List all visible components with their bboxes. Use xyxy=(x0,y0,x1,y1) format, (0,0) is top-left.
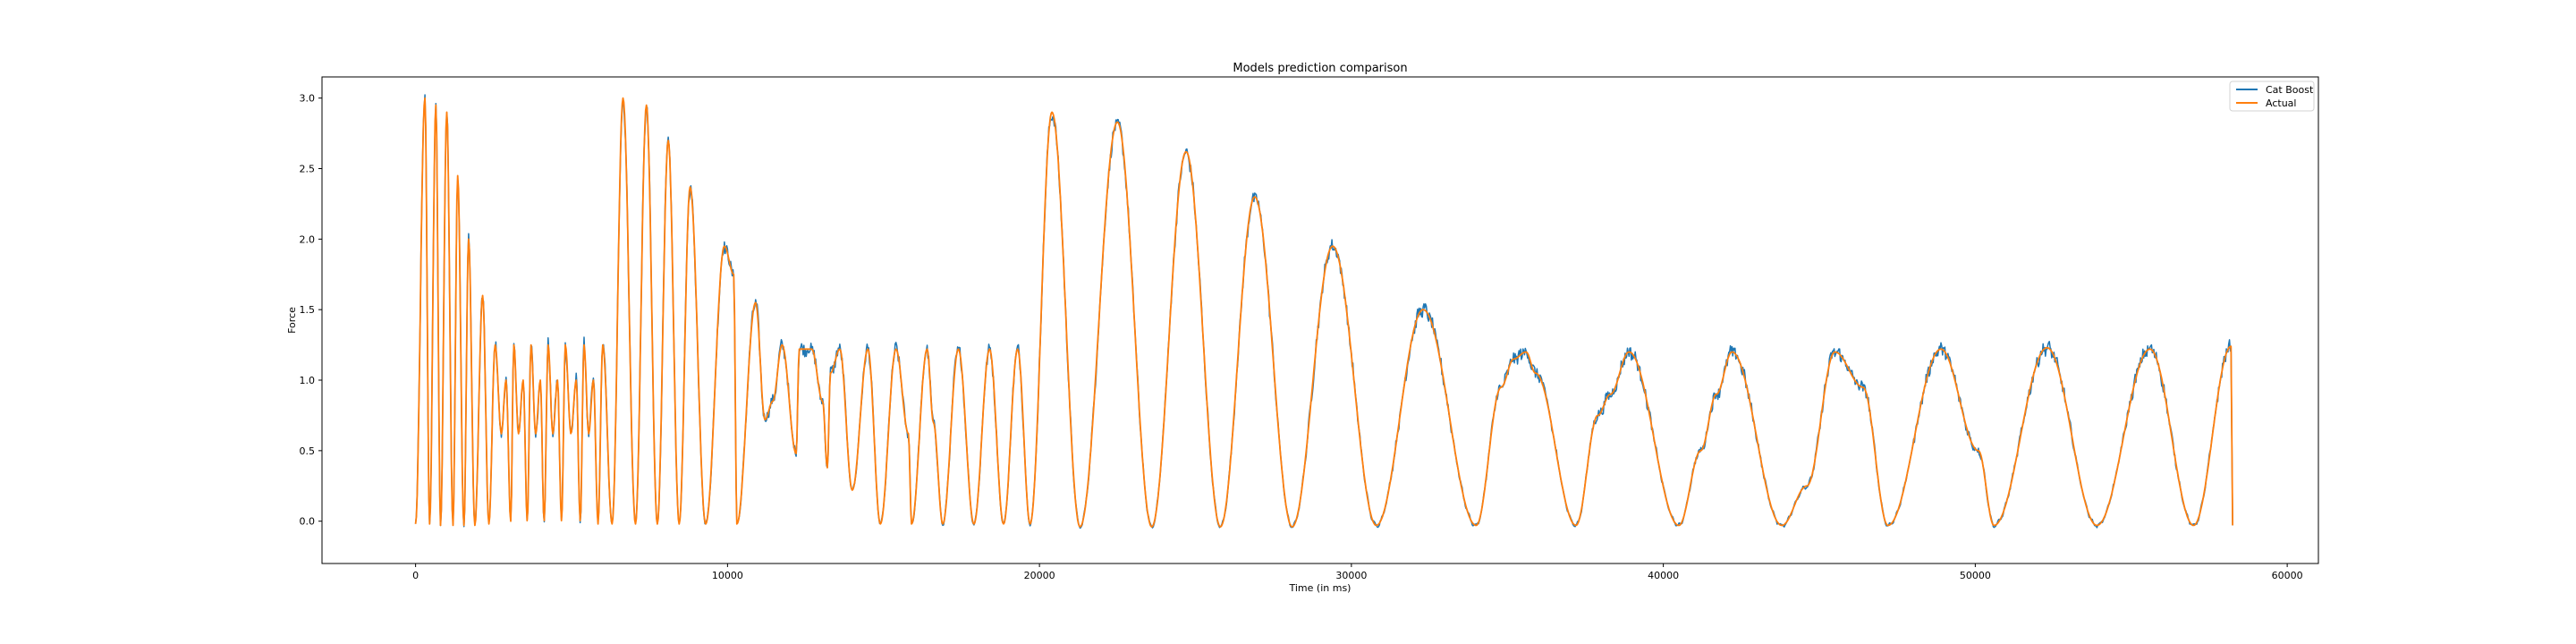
legend: Cat Boost Actual xyxy=(2229,80,2315,112)
x-tick-label: 30000 xyxy=(1335,570,1367,581)
x-tick-label: 10000 xyxy=(712,570,743,581)
x-tick-label: 20000 xyxy=(1024,570,1055,581)
series-line-actual xyxy=(414,97,2233,528)
y-tick-label: 0.5 xyxy=(300,445,316,457)
y-tick-label: 3.0 xyxy=(300,93,316,105)
y-axis-label: Force xyxy=(286,307,298,334)
y-tick-label: 1.0 xyxy=(300,375,316,386)
ticks-layer: 0 10000 20000 30000 40000 50000 60000 0.0 0.5 1.0… xyxy=(300,93,2303,581)
y-tick-label: 0.0 xyxy=(300,516,316,528)
y-tick-label: 1.5 xyxy=(300,304,316,316)
y-tick-label: 2.0 xyxy=(300,233,316,245)
legend-label-catboost: Cat Boost xyxy=(2266,84,2314,96)
x-tick-label: 0 xyxy=(412,570,419,581)
x-tick-label: 40000 xyxy=(1648,570,1679,581)
x-tick-label: 50000 xyxy=(1960,570,1991,581)
series-layer xyxy=(414,94,2233,530)
plot-frame xyxy=(321,76,2319,564)
legend-label-actual: Actual xyxy=(2266,97,2296,109)
chart-title: Models prediction comparison xyxy=(1233,62,1407,75)
x-tick-label: 60000 xyxy=(2272,570,2303,581)
x-axis-label: Time (in ms) xyxy=(1289,582,1352,594)
y-tick-label: 2.5 xyxy=(300,163,316,174)
